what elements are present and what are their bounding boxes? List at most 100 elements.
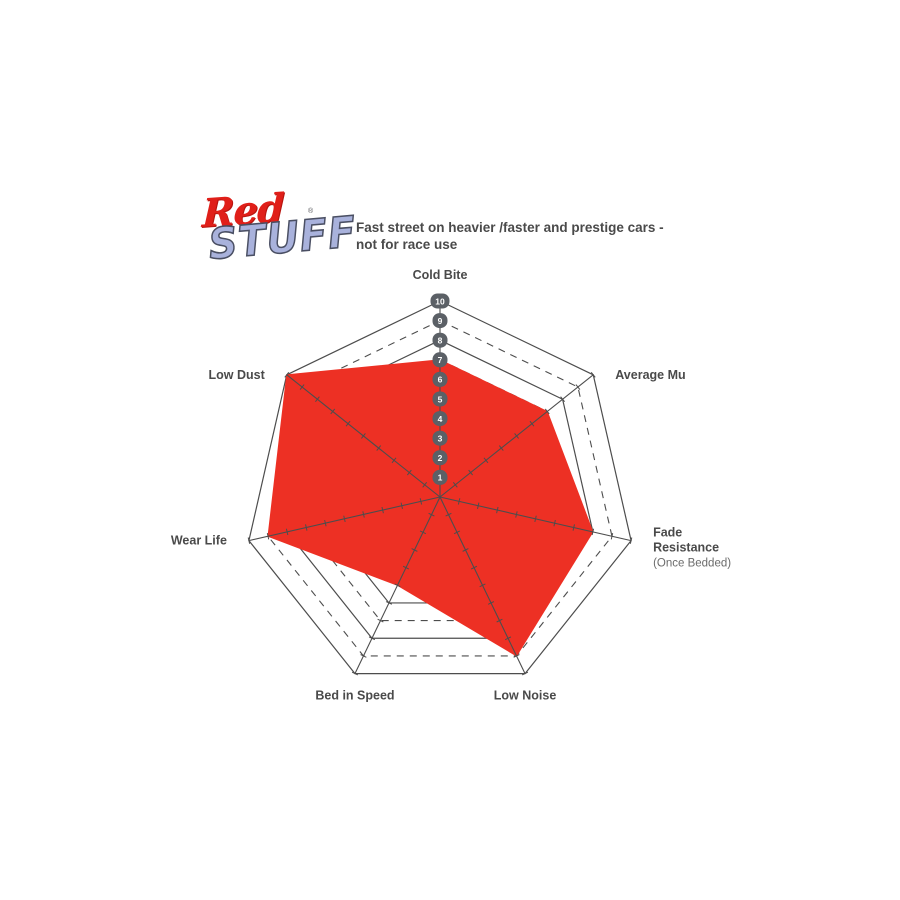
radar-tick-mark xyxy=(411,548,418,552)
axis-label-low-dust: Low Dust xyxy=(209,368,266,382)
radar-tick-mark xyxy=(402,565,410,570)
radar-tick-label-10: 10 xyxy=(435,296,445,306)
radar-tick-mark xyxy=(452,481,458,488)
radar-tick-mark xyxy=(360,654,367,658)
axis-label-fade-resistance: Resistance xyxy=(653,541,719,555)
radar-tick-badge-8 xyxy=(432,332,448,348)
radar-tick-mark xyxy=(483,457,489,464)
radar-tick-label-5: 5 xyxy=(438,394,443,404)
radar-tick-mark xyxy=(343,515,346,523)
radar-tick-mark xyxy=(422,481,428,488)
radar-tick-mark xyxy=(470,565,478,570)
radar-tick-label-3: 3 xyxy=(438,434,443,444)
axis-label-fade-resistance: Fade xyxy=(653,526,682,540)
radar-tick-mark xyxy=(266,533,270,540)
radar-tick-mark xyxy=(445,512,452,517)
radar-tick-badge-6 xyxy=(432,371,448,387)
radar-tick-mark xyxy=(498,445,504,451)
axis-label-low-noise: Low Noise xyxy=(494,689,557,703)
radar-tick-label-7: 7 xyxy=(438,355,443,365)
chart-title-line-1: Fast street on heavier /faster and prest… xyxy=(356,220,664,235)
axis-label-wear-life: Wear Life xyxy=(171,534,227,548)
radar-ring-10 xyxy=(248,300,632,675)
chart-title: Fast street on heavier /faster and prest… xyxy=(356,219,666,253)
radar-tick-label-9: 9 xyxy=(438,316,443,326)
logo-trademark-icon: ® xyxy=(308,208,314,215)
radar-tick-mark xyxy=(385,601,393,605)
radar-tick-mark xyxy=(496,618,503,623)
radar-tick-mark xyxy=(419,530,427,535)
radar-tick-badge-5 xyxy=(432,391,448,407)
radar-tick-mark xyxy=(575,384,581,390)
radar-tick-mark xyxy=(514,433,520,439)
radar-tick-mark xyxy=(285,528,289,536)
radar-tick-mark xyxy=(351,671,359,676)
radar-tick-badge-4 xyxy=(432,411,448,427)
axis-label-average-mu: Average Mu xyxy=(615,368,685,382)
radar-tick-mark xyxy=(610,533,614,540)
radar-tick-mark xyxy=(330,408,336,415)
radar-tick-mark xyxy=(487,601,495,605)
radar-tick-mark xyxy=(468,469,474,476)
axis-sublabel-once-bedded: (Once Bedded) xyxy=(653,558,731,570)
radar-tick-badge-2 xyxy=(432,450,448,466)
radar-series-fill xyxy=(267,359,594,657)
radar-tick-mark xyxy=(324,519,327,527)
radar-tick-mark xyxy=(529,420,535,427)
radar-tick-mark xyxy=(376,445,382,451)
radar-tick-mark xyxy=(590,371,596,378)
radar-tick-mark xyxy=(553,519,556,527)
radar-tick-mark xyxy=(513,654,520,658)
radar-tick-mark xyxy=(496,506,499,514)
radar-tick-mark xyxy=(377,618,384,623)
radar-tick-mark xyxy=(419,498,423,505)
radar-tick-mark xyxy=(457,498,461,505)
radar-tick-mark xyxy=(453,530,461,535)
radar-tick-badge-10 xyxy=(430,293,450,309)
radar-tick-badges: 1 2 3 4 5 6 7 8 9 10 xyxy=(430,293,450,485)
radar-data-polygon xyxy=(267,359,594,657)
radar-tick-label-1: 1 xyxy=(438,473,443,483)
radar-tick-mark xyxy=(305,524,308,531)
radar-tick-mark xyxy=(247,537,251,544)
radar-tick-label-4: 4 xyxy=(438,414,443,424)
radar-tick-badge-3 xyxy=(432,430,448,446)
radar-tick-mark xyxy=(360,433,366,439)
radar-tick-mark xyxy=(479,583,486,588)
radar-tick-mark xyxy=(368,636,376,641)
radar-tick-mark xyxy=(391,457,397,464)
radar-tick-mark xyxy=(345,420,351,427)
radar-tick-mark xyxy=(477,502,480,509)
radar-tick-mark xyxy=(400,502,403,509)
radar-ring-9 xyxy=(267,319,613,657)
radar-tick-mark xyxy=(591,528,595,536)
red-stuff-logo: Red ® STUFF xyxy=(196,185,359,270)
radar-tick-label-2: 2 xyxy=(438,453,443,463)
radar-tick-mark xyxy=(629,537,633,544)
radar-tick-mark xyxy=(534,515,537,523)
radar-tick-mark xyxy=(299,384,305,390)
radar-tick-mark xyxy=(462,548,469,552)
radar-tick-label-8: 8 xyxy=(438,336,443,346)
radar-tick-mark xyxy=(315,396,320,403)
axis-label-bed-in-speed: Bed in Speed xyxy=(315,689,394,703)
radar-tick-mark xyxy=(544,408,550,415)
chart-title-line-2: not for race use xyxy=(356,237,458,252)
radar-tick-mark xyxy=(515,511,518,518)
radar-tick-mark xyxy=(560,396,565,403)
radar-tick-mark xyxy=(406,469,412,476)
radar-tick-mark xyxy=(394,583,401,588)
radar-tick-badge-9 xyxy=(432,313,448,329)
radar-tick-mark xyxy=(504,636,512,641)
radar-tick-mark xyxy=(284,371,290,378)
radar-tick-badge-1 xyxy=(432,469,448,485)
radar-tick-mark xyxy=(521,671,529,676)
radar-tick-label-6: 6 xyxy=(438,375,443,385)
axis-label-cold-bite: Cold Bite xyxy=(413,268,468,282)
radar-tick-badge-7 xyxy=(432,352,448,368)
radar-tick-mark xyxy=(572,524,575,531)
radar-tick-mark xyxy=(381,506,384,514)
